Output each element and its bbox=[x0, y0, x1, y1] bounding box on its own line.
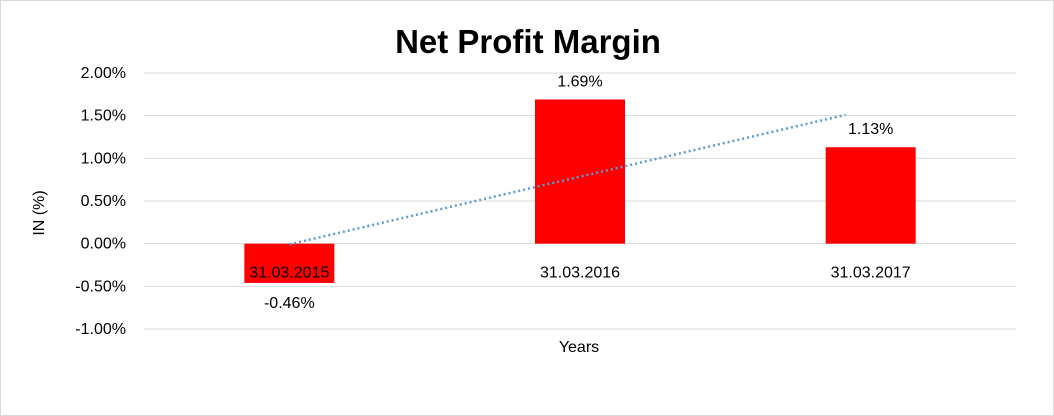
data-labels: -0.46% 1.69% 1.13% bbox=[264, 73, 893, 311]
x-axis-categories: 31.03.2015 31.03.2016 31.03.2017 bbox=[249, 265, 911, 282]
y-tick-label: 2.00% bbox=[81, 65, 126, 82]
bar bbox=[535, 99, 625, 244]
y-tick-label: 1.00% bbox=[81, 150, 126, 167]
y-axis-ticks: 2.00% 1.50% 1.00% 0.50% 0.00% -0.50% -1.00% bbox=[75, 65, 126, 338]
bars bbox=[244, 99, 916, 283]
data-label: -0.46% bbox=[264, 295, 315, 312]
x-category-label: 31.03.2015 bbox=[249, 265, 329, 282]
chart-title: Net Profit Margin bbox=[395, 23, 661, 60]
y-tick-label: 0.00% bbox=[81, 236, 126, 253]
y-tick-label: -1.00% bbox=[75, 321, 126, 338]
x-category-label: 31.03.2016 bbox=[540, 265, 620, 282]
trendline-path bbox=[289, 113, 846, 246]
data-label: 1.13% bbox=[848, 121, 893, 138]
y-tick-label: 1.50% bbox=[81, 108, 126, 125]
y-tick-label: 0.50% bbox=[81, 193, 126, 210]
y-axis-title: IN (%) bbox=[31, 190, 48, 235]
bar bbox=[825, 147, 916, 244]
x-axis-title: Years bbox=[559, 339, 599, 356]
trendline bbox=[289, 113, 846, 246]
y-tick-label: -0.50% bbox=[75, 278, 126, 295]
x-category-label: 31.03.2017 bbox=[831, 265, 911, 282]
bar bbox=[244, 243, 335, 283]
data-label: 1.69% bbox=[557, 73, 602, 90]
